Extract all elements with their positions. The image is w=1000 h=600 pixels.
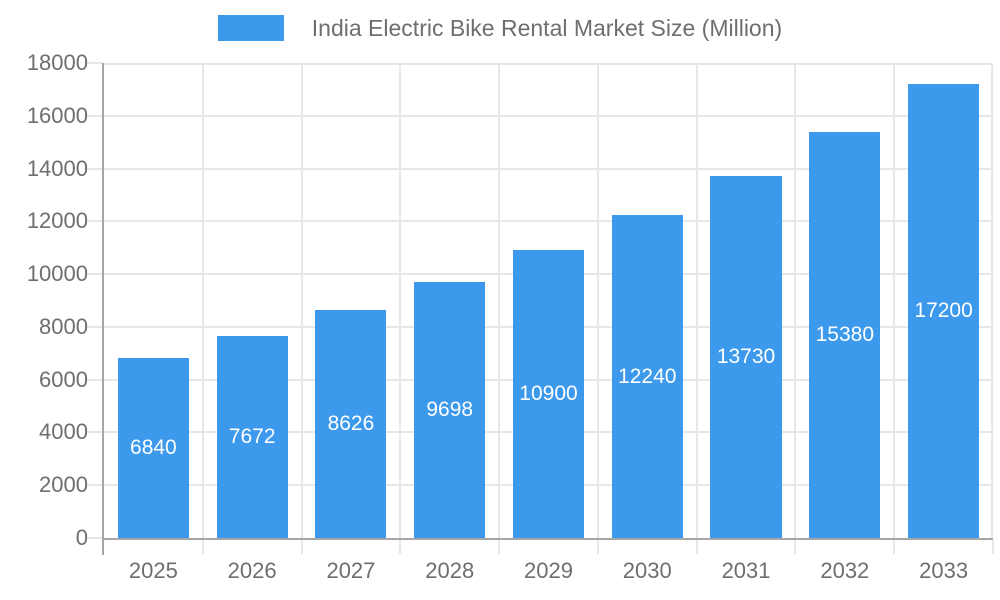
gridline-horizontal	[104, 167, 993, 170]
y-tick-label: 4000	[39, 419, 88, 445]
y-tick-label: 16000	[26, 102, 88, 128]
x-tick-mark	[893, 540, 896, 554]
bar[interactable]: 6840	[117, 357, 189, 538]
bar-value-label: 6840	[130, 435, 177, 459]
x-tick-label: 2029	[524, 558, 573, 583]
gridline-horizontal	[104, 63, 993, 65]
y-tick-mark	[87, 62, 102, 64]
bar-value-label: 15380	[815, 323, 875, 347]
x-tick-label: 2031	[721, 558, 771, 583]
gridline-vertical	[695, 63, 698, 538]
legend-swatch	[217, 15, 284, 41]
y-tick-mark	[87, 537, 102, 539]
y-tick-label: 18000	[26, 50, 88, 75]
y-tick-mark	[87, 431, 102, 434]
bar[interactable]: 8626	[315, 310, 387, 538]
gridline-horizontal	[104, 114, 993, 117]
bar[interactable]: 10900	[512, 250, 585, 538]
y-tick-label: 8000	[39, 313, 88, 339]
bar[interactable]: 13730	[710, 175, 782, 538]
bar-value-label: 13730	[716, 344, 776, 368]
x-tick-mark	[794, 540, 797, 554]
y-tick-label: 12000	[26, 208, 88, 234]
x-tick-mark	[300, 540, 303, 554]
gridline-vertical	[794, 63, 797, 538]
x-tick-label: 2032	[820, 558, 870, 583]
y-tick-mark	[87, 378, 102, 381]
y-tick-label: 0	[75, 525, 88, 550]
gridline-vertical	[498, 63, 501, 538]
bar[interactable]: 9698	[414, 282, 486, 538]
y-tick-label: 10000	[26, 261, 88, 287]
gridline-horizontal	[104, 220, 993, 223]
bar[interactable]: 12240	[611, 215, 683, 538]
x-tick-label: 2027	[326, 558, 376, 583]
gridline-vertical	[991, 63, 993, 538]
x-tick-mark	[201, 540, 204, 554]
x-tick-label: 2030	[622, 558, 672, 583]
gridline-vertical	[201, 63, 204, 538]
bar-value-label: 12240	[618, 364, 677, 388]
legend[interactable]: India Electric Bike Rental Market Size (…	[0, 13, 1000, 43]
bar[interactable]: 15380	[809, 132, 881, 538]
y-tick-label: 14000	[26, 155, 88, 181]
bar-value-label: 7672	[228, 424, 276, 448]
x-tick-mark	[992, 540, 994, 554]
x-tick-mark	[596, 540, 599, 554]
gridline-vertical	[893, 63, 896, 538]
y-tick-label: 2000	[39, 472, 88, 498]
gridline-vertical	[399, 63, 402, 538]
bar[interactable]: 17200	[908, 84, 980, 538]
y-tick-mark	[87, 325, 102, 328]
x-tick-label: 2025	[128, 558, 178, 583]
bar-value-label: 9698	[426, 398, 474, 422]
y-tick-mark	[87, 484, 102, 487]
x-tick-mark	[399, 540, 402, 554]
x-tick-label: 2026	[227, 558, 277, 583]
axis-corner-tick	[102, 538, 104, 555]
bar-value-label: 8626	[327, 412, 375, 436]
gridline-vertical	[596, 63, 599, 538]
y-tick-mark	[87, 273, 102, 276]
legend-label: India Electric Bike Rental Market Size (…	[311, 14, 783, 41]
plot-area: 6840 7672 8626 9698 10900 12240 13730 15380 1720…	[102, 63, 993, 540]
bar[interactable]: 7672	[216, 335, 288, 538]
x-tick-label: 2033	[919, 558, 969, 583]
y-tick-mark	[87, 220, 102, 223]
y-tick-mark	[87, 114, 102, 117]
y-tick-mark	[87, 167, 102, 170]
y-tick-label: 6000	[39, 366, 88, 392]
bar-value-label: 10900	[519, 382, 578, 406]
x-tick-label: 2028	[425, 558, 475, 583]
x-tick-mark	[498, 540, 501, 554]
bar-value-label: 17200	[914, 299, 973, 323]
x-tick-mark	[695, 540, 698, 554]
gridline-vertical	[300, 63, 303, 538]
